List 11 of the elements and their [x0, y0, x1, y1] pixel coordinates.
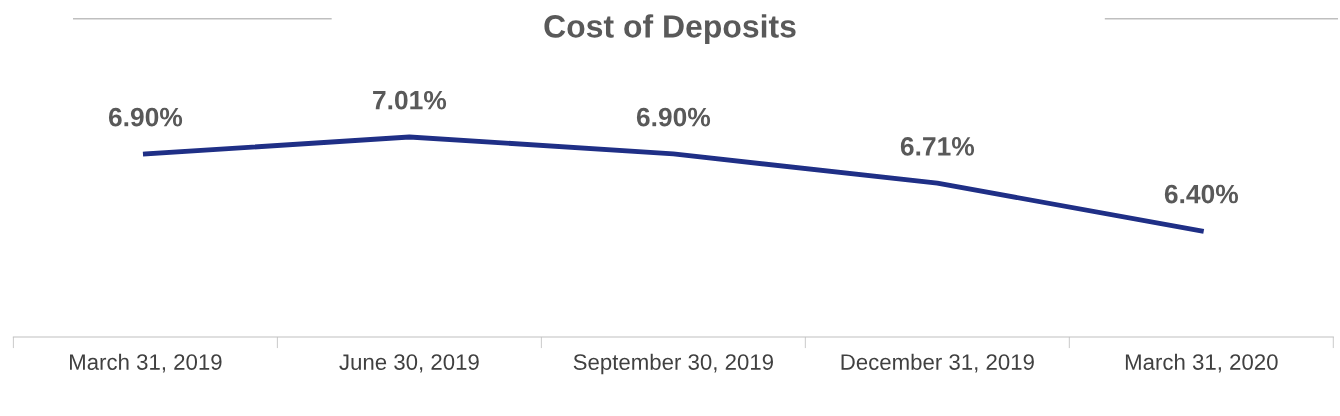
data-label: 6.40% — [1164, 184, 1239, 204]
data-label: 6.71% — [900, 137, 975, 156]
x-tick-label: June 30, 2019 — [339, 354, 479, 373]
data-label: 7.01% — [373, 90, 447, 110]
data-label: 6.90% — [108, 107, 183, 127]
x-tick-label: March 31, 2020 — [1125, 353, 1278, 373]
x-tick-label: March 31, 2019 — [70, 353, 222, 373]
x-tick-label: September 30, 2019 — [573, 353, 773, 375]
data-label: 6.90% — [636, 107, 711, 127]
chart-title: Cost of Deposits — [544, 14, 796, 45]
x-tick-label: December 31, 2019 — [841, 353, 1034, 373]
